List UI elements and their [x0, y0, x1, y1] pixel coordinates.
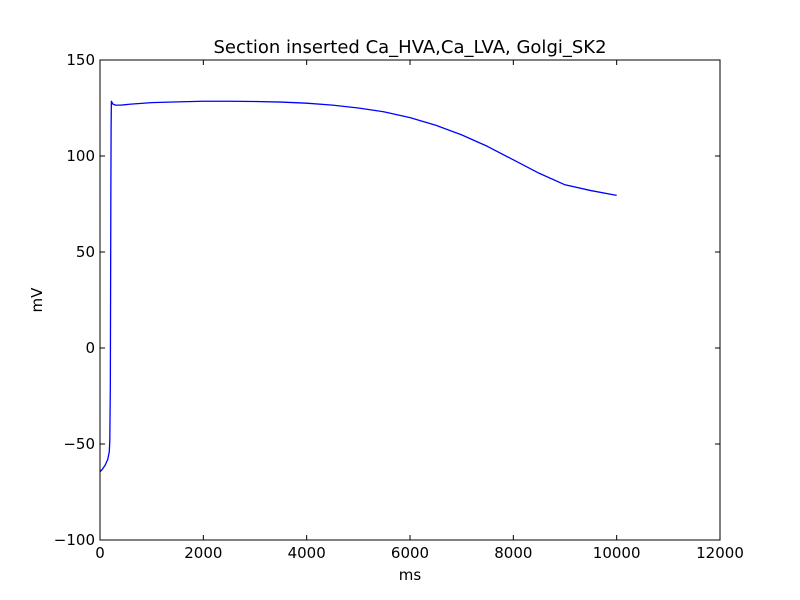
- lines-layer: [99, 100, 617, 473]
- series-line: [99, 100, 617, 473]
- plot-frame: [99, 59, 721, 541]
- x-tick-label: 2000: [184, 544, 222, 562]
- y-tick-label: −50: [63, 435, 95, 453]
- x-tick-label: 10000: [593, 544, 641, 562]
- y-tick-label: 50: [76, 243, 95, 261]
- x-tick-label: 12000: [696, 544, 744, 562]
- x-tick-label: 8000: [494, 544, 532, 562]
- labels-layer: 0 2000 4000 6000 8000 10000 12000 −100 −50 0 50 100…: [54, 51, 744, 562]
- plot-area: [100, 60, 720, 540]
- x-tick-label: 4000: [288, 544, 326, 562]
- y-tick-label: −100: [54, 531, 95, 549]
- x-tick-label: 6000: [391, 544, 429, 562]
- x-axis-label: ms: [399, 566, 422, 584]
- x-tick-label: 0: [95, 544, 105, 562]
- chart-title: Section inserted Ca_HVA,Ca_LVA, Golgi_SK…: [213, 37, 606, 58]
- y-tick-label: 0: [85, 339, 95, 357]
- y-tick-label: 100: [66, 147, 95, 165]
- y-tick-label: 150: [66, 51, 95, 69]
- y-axis-label: mV: [28, 287, 46, 313]
